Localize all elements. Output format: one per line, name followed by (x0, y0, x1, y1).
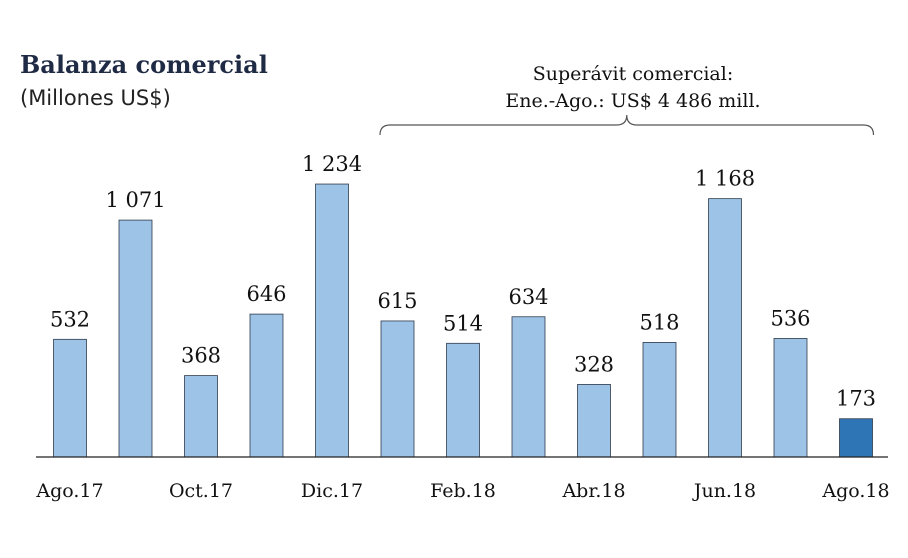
data-label: 634 (508, 285, 548, 309)
bar-may-18 (642, 342, 677, 458)
x-tick-label: Ago.18 (821, 480, 889, 502)
data-label: 536 (770, 306, 810, 330)
data-label: 532 (50, 307, 90, 331)
data-label: 518 (639, 310, 679, 334)
annotation-line-2: Ene.-Ago.: US$ 4 486 mill. (505, 90, 760, 112)
data-label: 368 (181, 344, 221, 368)
bar-nov-17 (249, 313, 284, 458)
x-tick-label: Abr.18 (561, 480, 625, 502)
x-tick-labels-group: Ago.17 Oct.17 Dic.17 Feb.18 Abr.18 Jun.18 Ago.… (35, 480, 889, 502)
bar-dic-17 (315, 183, 349, 458)
data-label: 1 234 (302, 152, 362, 176)
data-labels-group: 532 1 071 368 646 1 234 615 514 634 328 518 1 168 5… (50, 152, 876, 411)
chart-title: Balanza comercial (20, 50, 268, 79)
x-tick-label: Ago.17 (35, 480, 103, 502)
x-tick-label: Jun.18 (692, 480, 756, 502)
bar-abr-18 (577, 384, 611, 458)
bars-group (53, 183, 873, 458)
bar-oct-17 (184, 375, 218, 458)
x-tick-label: Oct.17 (169, 480, 233, 502)
data-label: 1 071 (105, 188, 165, 212)
surplus-bracket (379, 114, 875, 136)
data-label: 173 (836, 387, 876, 411)
bar-mar-18 (511, 316, 546, 458)
bar-feb-18 (446, 342, 480, 458)
bar-set-17 (118, 219, 153, 458)
bar-jul-18 (773, 338, 808, 458)
data-label: 646 (246, 282, 286, 306)
chart-subtitle: (Millones US$) (20, 86, 171, 110)
data-label: 1 168 (695, 167, 755, 191)
bar-jun-18 (708, 198, 742, 458)
bar-ene-18 (380, 320, 415, 458)
bar-ago-18 (839, 418, 873, 458)
x-tick-label: Dic.17 (301, 480, 363, 502)
bar-ago-17 (53, 338, 87, 458)
x-tick-label: Feb.18 (430, 480, 496, 502)
data-label: 615 (377, 289, 417, 313)
data-label: 328 (574, 352, 614, 376)
data-label: 514 (443, 311, 483, 335)
annotation-line-1: Superávit comercial: (533, 63, 734, 85)
